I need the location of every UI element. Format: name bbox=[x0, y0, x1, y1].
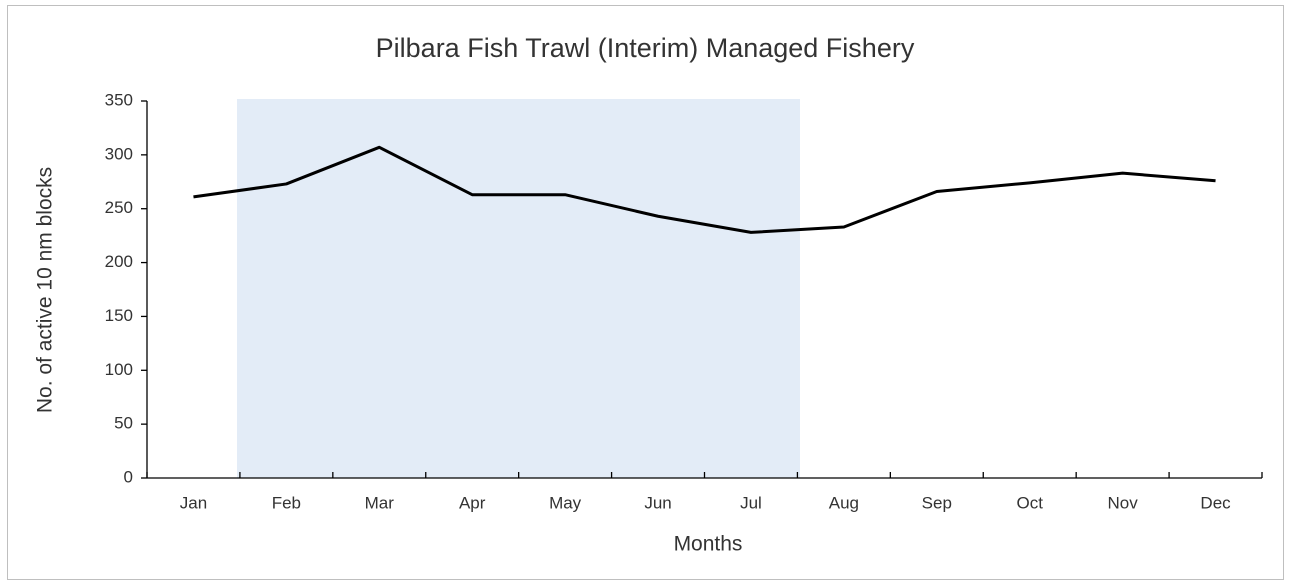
x-tick-label: Aug bbox=[829, 493, 859, 512]
x-tick-label: Jan bbox=[180, 493, 207, 512]
x-tick-label: May bbox=[549, 493, 582, 512]
line bbox=[193, 145, 1216, 234]
y-tick-label: 100 bbox=[105, 360, 133, 379]
y-tick-label: 250 bbox=[105, 198, 133, 217]
highlight-band bbox=[237, 99, 800, 478]
x-tick-label: Feb bbox=[272, 493, 301, 512]
y-tick-label: 50 bbox=[114, 414, 133, 433]
x-tick-label: Apr bbox=[459, 493, 486, 512]
x-tick-label: Jun bbox=[644, 493, 671, 512]
y-tick-label: 200 bbox=[105, 252, 133, 271]
x-tick-label: Oct bbox=[1016, 493, 1043, 512]
x-tick-label: Dec bbox=[1200, 493, 1231, 512]
x-tick-label: Mar bbox=[365, 493, 395, 512]
x-tick-label: Jul bbox=[740, 493, 762, 512]
x-tick-label: Sep bbox=[922, 493, 952, 512]
y-tick-label: 350 bbox=[105, 90, 133, 109]
y-tick-label: 0 bbox=[124, 467, 133, 486]
x-axis-label: Months bbox=[674, 533, 743, 556]
y-tick-label: 300 bbox=[105, 144, 133, 163]
x-tick-label: Nov bbox=[1108, 493, 1139, 512]
y-axis-label: No. of active 10 nm blocks bbox=[34, 167, 57, 413]
y-tick-label: 150 bbox=[105, 306, 133, 325]
chart-title: Pilbara Fish Trawl (Interim) Managed Fis… bbox=[376, 33, 915, 63]
